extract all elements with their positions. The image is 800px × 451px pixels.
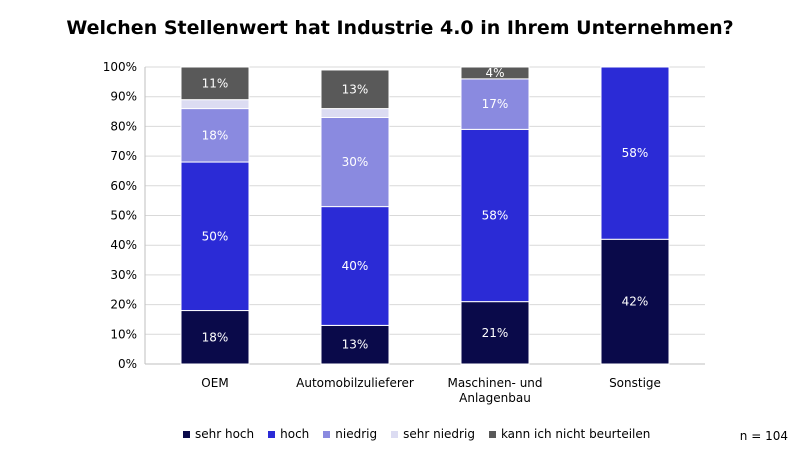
sample-size-note: n = 104 <box>739 429 788 443</box>
bar-segment <box>460 128 530 303</box>
y-tick-label: 20% <box>110 298 137 312</box>
data-label: 50% <box>202 229 229 243</box>
chart-title: Welchen Stellenwert hat Industrie 4.0 in… <box>66 17 734 39</box>
x-category-label: Sonstige <box>609 376 661 390</box>
bar-segment <box>600 238 670 365</box>
y-tick-label: 50% <box>110 209 137 223</box>
bar-segment <box>180 161 250 312</box>
bar-segment <box>460 301 530 365</box>
data-label: 17% <box>482 97 509 111</box>
legend-item: sehr niedrig <box>391 427 475 441</box>
bar-segment <box>180 310 250 365</box>
legend-label: hoch <box>280 427 310 441</box>
y-tick-label: 80% <box>110 119 137 133</box>
legend-swatch <box>268 430 276 438</box>
x-category-label: OEM <box>201 376 228 390</box>
legend-label: niedrig <box>335 427 378 441</box>
legend-swatch <box>488 430 496 438</box>
bar-segment <box>320 116 390 208</box>
bar-segment <box>180 66 250 101</box>
bar-segment <box>180 108 250 163</box>
data-label: 13% <box>342 82 369 96</box>
data-label: 30% <box>342 155 369 169</box>
data-label: 58% <box>482 209 509 223</box>
bar-segment <box>320 324 390 365</box>
legend-item: hoch <box>268 427 309 441</box>
x-category-label: Anlagenbau <box>459 391 531 405</box>
data-label: 40% <box>342 259 369 273</box>
legend-label: sehr hoch <box>195 427 255 441</box>
data-label: 42% <box>622 295 649 309</box>
bar-segment <box>180 99 250 110</box>
legend-label: sehr niedrig <box>403 427 475 441</box>
data-label: 18% <box>202 330 229 344</box>
y-tick-label: 0% <box>118 357 137 371</box>
y-tick-label: 10% <box>110 327 137 341</box>
legend-label: kann ich nicht beurteilen <box>500 427 651 441</box>
data-label: 4% <box>485 66 504 80</box>
y-tick-label: 100% <box>103 60 137 74</box>
legend-swatch <box>183 430 190 438</box>
bar-segment <box>320 108 390 118</box>
legend: sehr hoch hoch niedrig sehr niedrig kann ich… <box>183 427 650 441</box>
bar-segment <box>320 69 390 110</box>
bar-segment <box>600 66 670 240</box>
data-label: 13% <box>342 338 369 352</box>
y-tick-label: 40% <box>110 238 137 252</box>
y-tick-label: 60% <box>110 179 137 193</box>
legend-swatch <box>323 430 331 438</box>
data-label: 18% <box>202 128 229 142</box>
data-label: 21% <box>482 326 509 340</box>
y-tick-label: 90% <box>110 90 137 104</box>
data-label: 11% <box>202 76 229 90</box>
y-tick-label: 70% <box>110 149 137 163</box>
bar-layer <box>180 66 670 365</box>
x-category-label: Maschinen- und <box>447 376 542 390</box>
data-label: 58% <box>622 146 649 160</box>
legend-item: niedrig <box>323 427 377 441</box>
y-tick-label: 30% <box>110 268 137 282</box>
label-layer: 18% 50% 18% 11% OEM 13% 40% 30% 13% Automobilzuli… <box>201 66 661 405</box>
legend-item: sehr hoch <box>183 427 254 441</box>
bar-segment <box>460 66 530 80</box>
legend-swatch <box>391 430 399 438</box>
x-category-label: Automobilzulieferer <box>296 376 414 390</box>
axis-layer: 0% 10% 20% 30% 40% 50% 60% 70% 80% 90% 100% <box>103 60 705 371</box>
legend-item: kann ich nicht beurteilen <box>488 427 651 441</box>
